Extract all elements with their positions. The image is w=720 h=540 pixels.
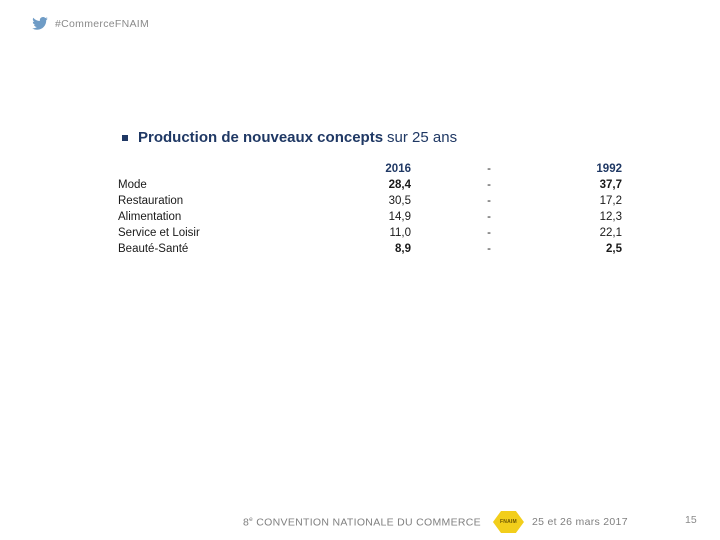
fnaim-logo-text: FNAIM bbox=[500, 519, 517, 525]
table-header-row: 2016 - 1992 bbox=[118, 161, 622, 177]
concepts-table: 2016 - 1992 Mode 28,4 - 37,7 Restauratio… bbox=[118, 161, 622, 257]
twitter-icon bbox=[32, 17, 48, 30]
row-value-1992: 12,3 bbox=[599, 211, 622, 223]
row-value-1992: 37,7 bbox=[599, 179, 622, 191]
header-2016: 2016 bbox=[385, 163, 411, 175]
table-row: Service et Loisir 11,0 - 22,1 bbox=[118, 225, 622, 241]
header-1992: 1992 bbox=[596, 163, 622, 175]
row-value-1992: 22,1 bbox=[599, 227, 622, 239]
footer-event-title: 8e CONVENTION NATIONALE DU COMMERCE bbox=[243, 516, 481, 529]
row-label: Mode bbox=[118, 179, 147, 191]
row-label: Beauté-Santé bbox=[118, 243, 189, 255]
row-label: Restauration bbox=[118, 195, 184, 207]
row-dash: - bbox=[487, 227, 491, 239]
slide-title-rest: sur 25 ans bbox=[387, 129, 458, 146]
row-label: Alimentation bbox=[118, 211, 182, 223]
row-value-2016: 14,9 bbox=[388, 211, 411, 223]
header-dash: - bbox=[487, 163, 491, 175]
row-value-1992: 17,2 bbox=[599, 195, 622, 207]
footer-event-number: 8 bbox=[243, 516, 250, 529]
row-dash: - bbox=[487, 243, 491, 255]
slide-footer: 8e CONVENTION NATIONALE DU COMMERCE FNAI… bbox=[243, 511, 628, 533]
row-dash: - bbox=[487, 211, 491, 223]
hashtag-label: #CommerceFNAIM bbox=[55, 17, 150, 30]
footer-date: 25 et 26 mars 2017 bbox=[531, 516, 628, 528]
slide-title-text: Production de nouveaux concepts sur 25 an… bbox=[138, 128, 457, 147]
bullet-square-icon bbox=[122, 135, 128, 141]
slide-title-bold: Production de nouveaux concepts bbox=[138, 129, 384, 146]
fnaim-logo-icon: FNAIM bbox=[492, 511, 524, 533]
row-value-2016: 8,9 bbox=[395, 243, 411, 255]
hashtag-bar: #CommerceFNAIM bbox=[32, 17, 149, 30]
row-value-2016: 11,0 bbox=[389, 227, 411, 239]
table-row: Alimentation 14,9 - 12,3 bbox=[118, 209, 622, 225]
footer-event-name: CONVENTION NATIONALE DU COMMERCE bbox=[256, 516, 481, 529]
row-dash: - bbox=[487, 179, 491, 191]
page-number: 15 bbox=[685, 514, 697, 526]
row-label: Service et Loisir bbox=[118, 227, 200, 239]
row-value-1992: 2,5 bbox=[606, 243, 622, 255]
table-row: Mode 28,4 - 37,7 bbox=[118, 177, 622, 193]
row-value-2016: 30,5 bbox=[388, 195, 411, 207]
slide-title: Production de nouveaux concepts sur 25 an… bbox=[122, 128, 457, 147]
row-dash: - bbox=[487, 195, 491, 207]
table-row: Beauté-Santé 8,9 - 2,5 bbox=[118, 241, 622, 257]
table-row: Restauration 30,5 - 17,2 bbox=[118, 193, 622, 209]
row-value-2016: 28,4 bbox=[388, 179, 411, 191]
footer-event-superscript: e bbox=[249, 515, 254, 523]
